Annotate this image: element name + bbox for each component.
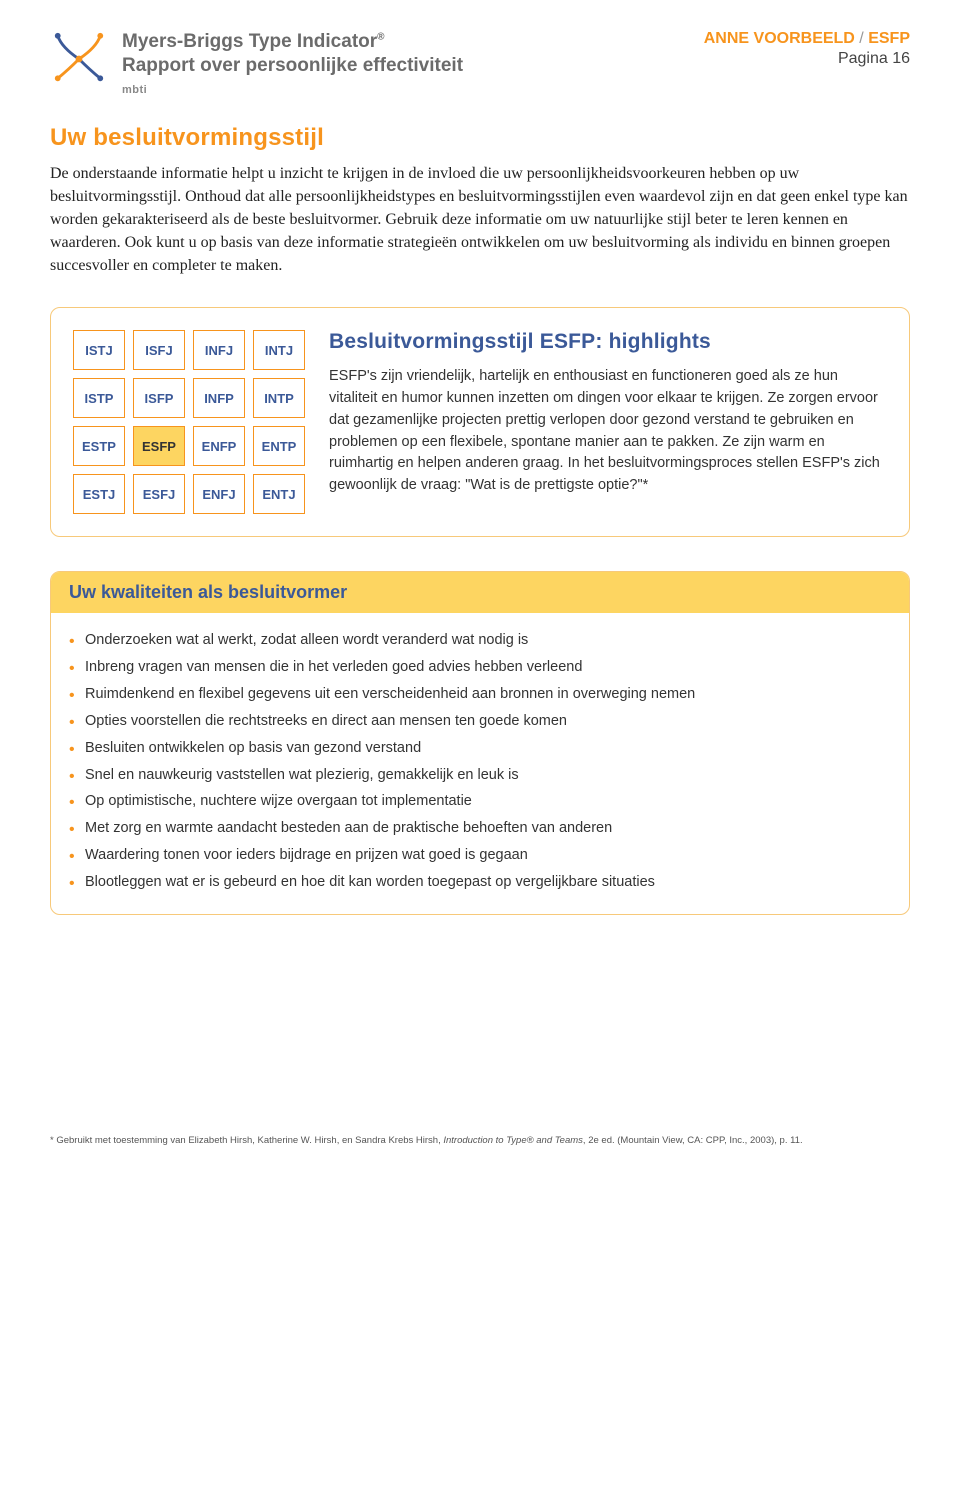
type-cell-esfp: ESFP: [133, 426, 185, 466]
strength-item: Waardering tonen voor ieders bijdrage en…: [69, 842, 891, 869]
type-cell-enfp: ENFP: [193, 426, 245, 466]
header-name-line: ANNE VOORBEELD / ESFP: [704, 30, 910, 48]
footnote: * Gebruikt met toestemming van Elizabeth…: [50, 1135, 910, 1147]
strength-item: Met zorg en warmte aandacht besteden aan…: [69, 815, 891, 842]
brand-reg: ®: [377, 32, 384, 43]
type-cell-enfj: ENFJ: [193, 474, 245, 514]
strengths-box: Uw kwaliteiten als besluitvormer Onderzo…: [50, 571, 910, 914]
brand-line1: Myers-Briggs Type Indicator®: [122, 30, 463, 54]
footnote-italic: Introduction to Type® and Teams: [443, 1135, 583, 1146]
person-type: ESFP: [868, 30, 910, 47]
type-cell-istp: ISTP: [73, 378, 125, 418]
type-cell-infj: INFJ: [193, 330, 245, 370]
type-cell-intp: INTP: [253, 378, 305, 418]
type-cell-istj: ISTJ: [73, 330, 125, 370]
strengths-list: Onderzoeken wat al werkt, zodat alleen w…: [69, 627, 891, 895]
type-cell-estp: ESTP: [73, 426, 125, 466]
footnote-suffix: , 2e ed. (Mountain View, CA: CPP, Inc., …: [583, 1135, 803, 1146]
type-cell-entp: ENTP: [253, 426, 305, 466]
person-name: ANNE VOORBEELD: [704, 30, 855, 47]
brand-line2: Rapport over persoonlijke effectiviteit: [122, 54, 463, 78]
brand-tag: mbti: [122, 84, 463, 96]
type-cell-isfj: ISFJ: [133, 330, 185, 370]
section-title: Uw besluitvormingsstijl: [50, 124, 910, 152]
section-intro: De onderstaande informatie helpt u inzic…: [50, 162, 910, 278]
strength-item: Inbreng vragen van mensen die in het ver…: [69, 654, 891, 681]
type-cell-estj: ESTJ: [73, 474, 125, 514]
highlights-paragraph: ESFP's zijn vriendelijk, hartelijk en en…: [329, 366, 887, 497]
strength-item: Blootleggen wat er is gebeurd en hoe dit…: [69, 869, 891, 896]
type-grid: ISTJISFJINFJINTJ ISTPISFPINFPINTP ESTPESFP…: [73, 330, 305, 514]
brand-line1-text: Myers-Briggs Type Indicator: [122, 31, 377, 52]
type-cell-esfj: ESFJ: [133, 474, 185, 514]
highlights-text: Besluitvormingsstijl ESFP: highlights ES…: [329, 330, 887, 497]
footnote-prefix: * Gebruikt met toestemming van Elizabeth…: [50, 1135, 443, 1146]
header-right: ANNE VOORBEELD / ESFP Pagina 16: [704, 30, 910, 68]
strengths-body: Onderzoeken wat al werkt, zodat alleen w…: [51, 613, 909, 913]
type-cell-entj: ENTJ: [253, 474, 305, 514]
mbti-logo-icon: [50, 30, 108, 88]
strength-item: Opties voorstellen die rechtstreeks en d…: [69, 708, 891, 735]
type-cell-intj: INTJ: [253, 330, 305, 370]
strength-item: Ruimdenkend en flexibel gegevens uit een…: [69, 681, 891, 708]
strength-item: Onderzoeken wat al werkt, zodat alleen w…: [69, 627, 891, 654]
highlights-title: Besluitvormingsstijl ESFP: highlights: [329, 330, 887, 354]
type-cell-isfp: ISFP: [133, 378, 185, 418]
header-left: Myers-Briggs Type Indicator® Rapport ove…: [50, 30, 463, 96]
strength-item: Snel en nauwkeurig vaststellen wat plezi…: [69, 762, 891, 789]
page-header: Myers-Briggs Type Indicator® Rapport ove…: [50, 30, 910, 96]
brand-text: Myers-Briggs Type Indicator® Rapport ove…: [122, 30, 463, 96]
name-sep: /: [855, 30, 868, 47]
strengths-title: Uw kwaliteiten als besluitvormer: [51, 572, 909, 613]
strength-item: Besluiten ontwikkelen op basis van gezon…: [69, 735, 891, 762]
strength-item: Op optimistische, nuchtere wijze overgaa…: [69, 788, 891, 815]
page-number: Pagina 16: [704, 50, 910, 68]
highlights-panel: ISTJISFJINFJINTJISTPISFPINFPINTPESTPESFP…: [50, 307, 910, 537]
type-cell-infp: INFP: [193, 378, 245, 418]
